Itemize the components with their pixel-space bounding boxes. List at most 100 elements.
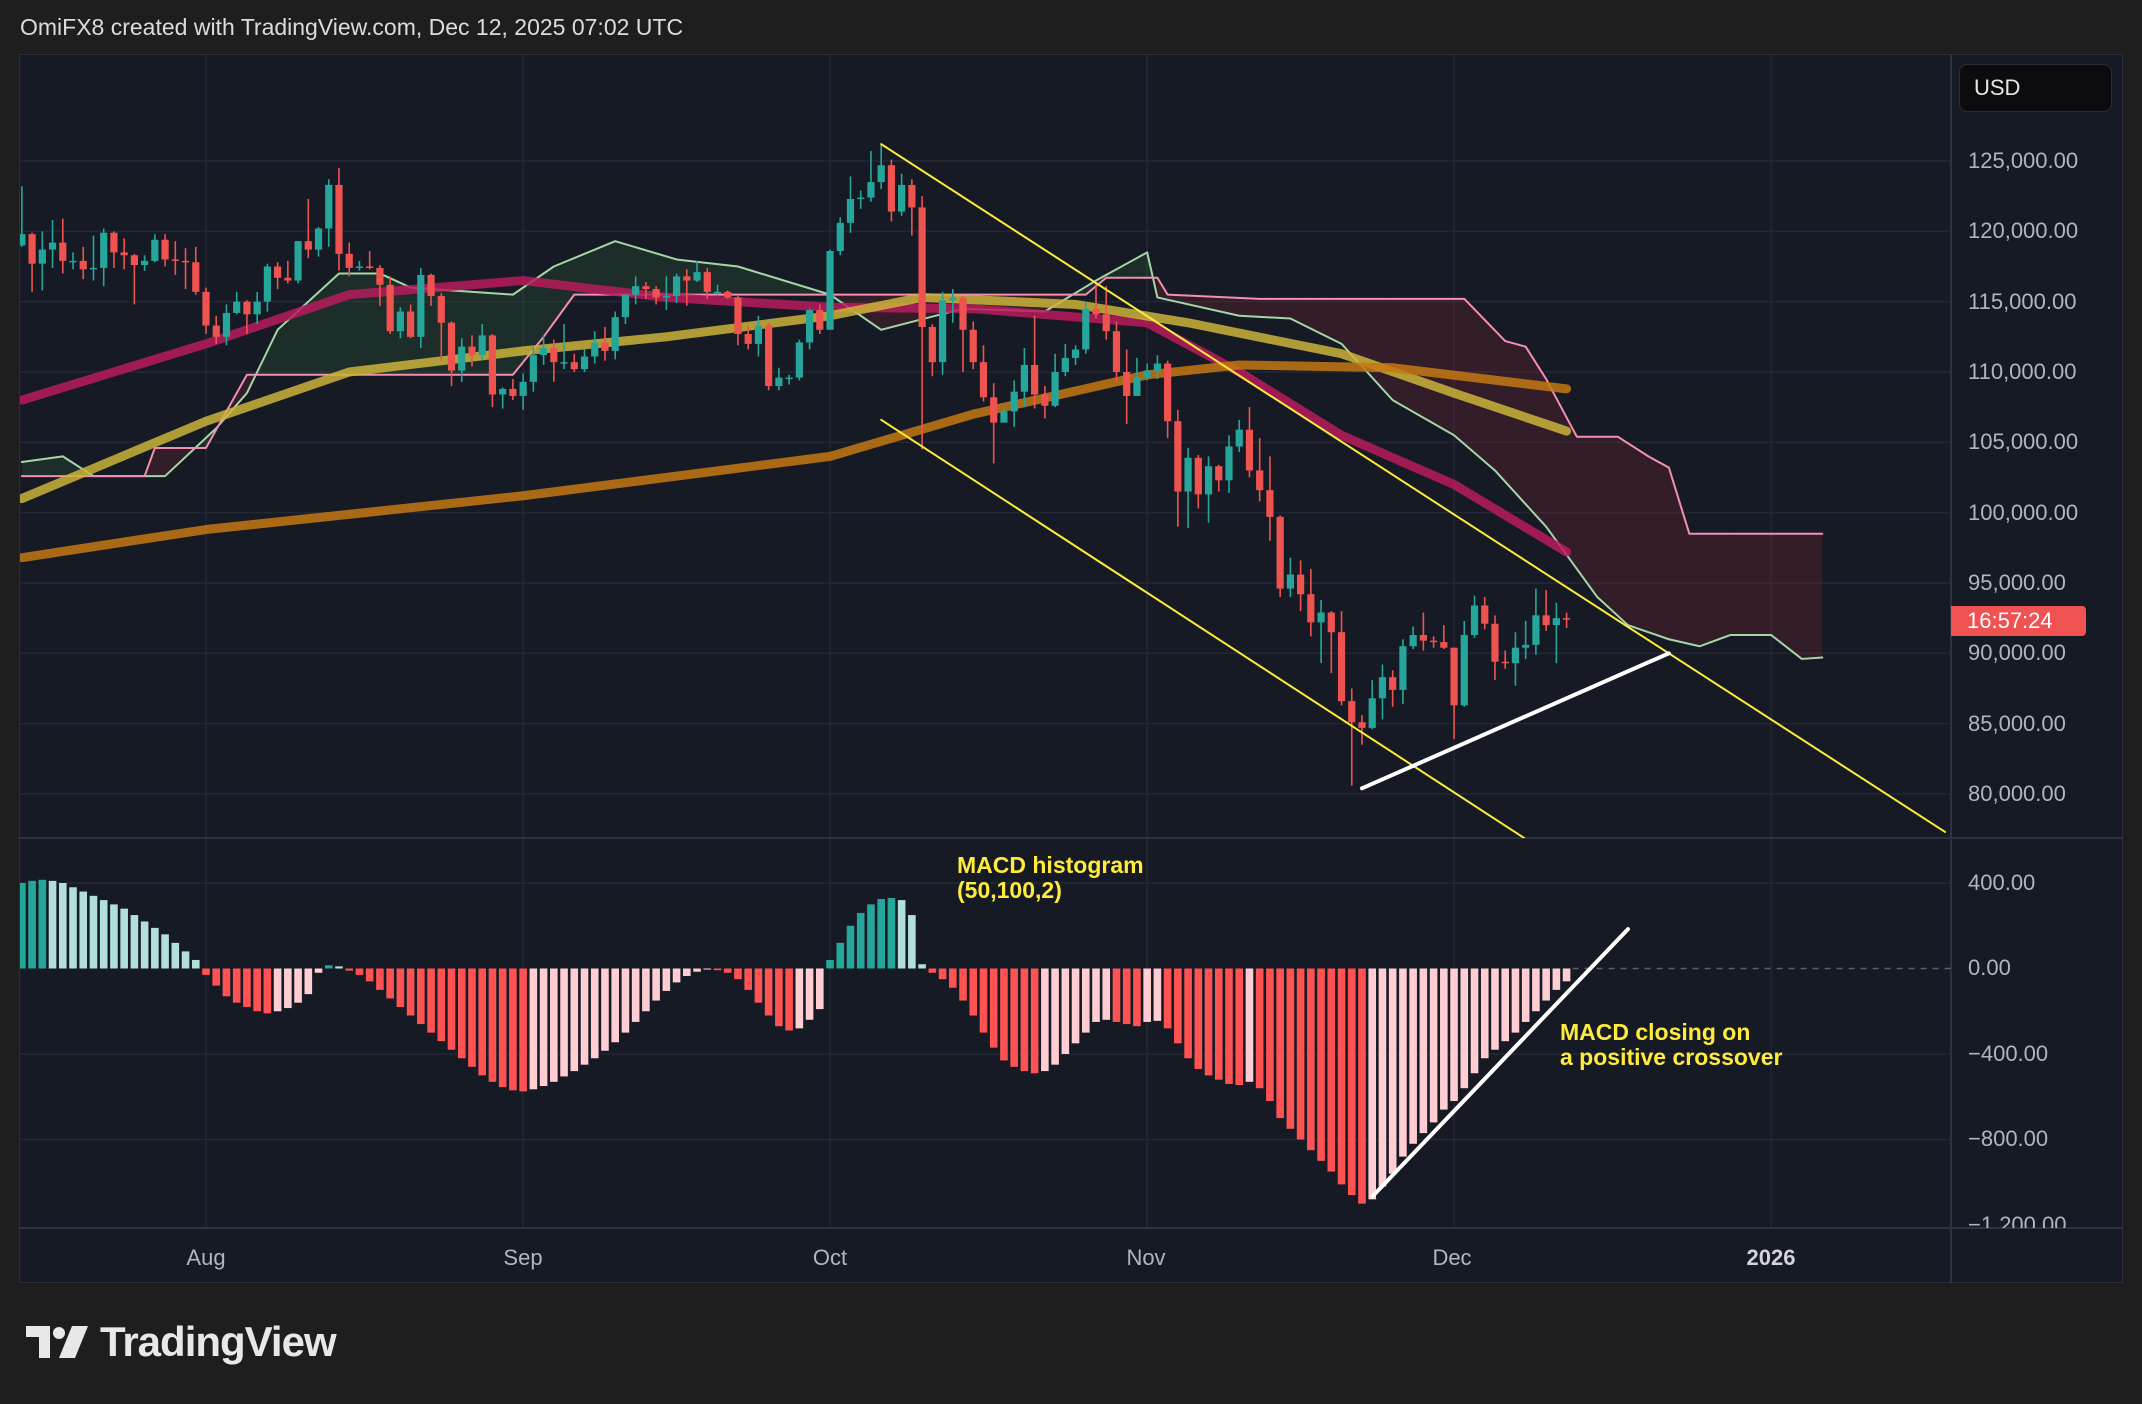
candle xyxy=(110,231,118,268)
candle-body xyxy=(1256,470,1264,491)
candle-body xyxy=(1368,698,1376,728)
channel-upper-line xyxy=(880,143,1947,833)
cloud-segment xyxy=(1581,436,1588,583)
candle xyxy=(79,246,87,280)
candle xyxy=(1276,515,1284,598)
candle-body xyxy=(79,260,87,270)
candle-body xyxy=(867,182,875,198)
candle xyxy=(1562,612,1571,628)
candle xyxy=(785,374,793,385)
cloud-segment xyxy=(37,459,43,477)
candle xyxy=(1450,647,1458,740)
candle xyxy=(734,296,742,346)
macd-bar xyxy=(908,915,916,969)
cloud-segment xyxy=(789,282,795,295)
macd-bar xyxy=(1368,968,1377,1200)
cloud-segment xyxy=(1259,298,1265,318)
support-trendline xyxy=(1359,651,1671,791)
candle xyxy=(243,300,251,335)
macd-bar xyxy=(1245,968,1254,1082)
candle xyxy=(1153,355,1161,380)
candle-body xyxy=(1327,612,1335,633)
candle xyxy=(120,238,128,270)
candle xyxy=(407,304,415,339)
candle xyxy=(253,291,261,325)
candle xyxy=(908,179,916,236)
macd-bar xyxy=(365,968,374,982)
macd-bar xyxy=(324,965,333,969)
cloud-segment xyxy=(1484,319,1490,467)
cloud-segment xyxy=(349,273,355,375)
cloud-segment xyxy=(1474,309,1480,458)
cloud-segment xyxy=(497,293,503,375)
candle-body xyxy=(785,377,793,380)
candle-body xyxy=(805,310,814,343)
candle-body xyxy=(1102,314,1110,332)
candle xyxy=(949,289,957,323)
candle xyxy=(263,263,271,312)
macd-bar xyxy=(642,968,650,1012)
candle-body xyxy=(1245,429,1254,471)
candle-body xyxy=(1286,574,1294,589)
cloud-segment xyxy=(1341,298,1347,350)
macd-bar xyxy=(130,915,139,969)
currency-button[interactable]: USD xyxy=(1959,64,2112,112)
macd-bar xyxy=(1358,968,1366,1204)
candle-body xyxy=(621,294,630,318)
candle xyxy=(693,260,701,282)
candle-body xyxy=(1123,371,1131,396)
cloud-segment xyxy=(1730,533,1736,636)
candle xyxy=(1000,407,1008,423)
cloud-segment xyxy=(1377,298,1383,389)
macd-bar xyxy=(58,883,67,969)
macd-bar xyxy=(1266,968,1274,1102)
cloud-segment xyxy=(717,264,723,295)
cloud-segment xyxy=(533,277,539,350)
candle-body xyxy=(1460,635,1468,706)
candle xyxy=(990,383,998,464)
candle xyxy=(805,308,814,350)
cloud-segment xyxy=(154,447,160,477)
macd-tick: 0.00 xyxy=(1968,955,2011,980)
cloud-segment xyxy=(231,393,237,411)
candle xyxy=(877,144,885,190)
candle-body xyxy=(1235,429,1243,447)
cloud-segment xyxy=(528,280,534,356)
cloud-segment xyxy=(42,458,48,477)
cloud-segment xyxy=(1275,298,1281,318)
cloud-segment xyxy=(1714,533,1721,641)
macd-bar xyxy=(1276,968,1284,1119)
macd-bar xyxy=(560,968,568,1077)
macd-bar xyxy=(580,968,589,1065)
candle-body xyxy=(1153,363,1161,371)
crossover-label-line: a positive crossover xyxy=(1560,1044,1783,1070)
cloud-segment xyxy=(594,247,600,295)
candle-body xyxy=(591,342,599,357)
price-tick: 90,000.00 xyxy=(1968,640,2066,665)
candle-body xyxy=(632,286,640,295)
candle xyxy=(887,159,896,222)
candle xyxy=(1389,670,1397,707)
candle-body xyxy=(345,253,353,268)
candle-body xyxy=(1337,632,1346,702)
candle xyxy=(478,324,486,360)
macd-bar xyxy=(703,968,712,970)
candle xyxy=(1511,632,1520,686)
cloud-segment xyxy=(1648,456,1654,634)
macd-bar xyxy=(253,968,261,1012)
candle-body xyxy=(1409,635,1417,647)
cloud-segment xyxy=(1750,533,1756,636)
macd-bar xyxy=(345,968,354,971)
macd-bar xyxy=(1102,968,1111,1020)
cloud-segment xyxy=(1479,314,1485,462)
macd-bar xyxy=(457,968,466,1059)
cloud-segment xyxy=(1408,298,1414,412)
macd-bar xyxy=(263,968,272,1014)
cloud-segment xyxy=(1321,298,1327,337)
cloud-segment xyxy=(1612,436,1618,616)
candle-body xyxy=(703,272,711,292)
candle xyxy=(1020,348,1028,408)
candle xyxy=(632,276,640,305)
candle xyxy=(1051,353,1059,408)
